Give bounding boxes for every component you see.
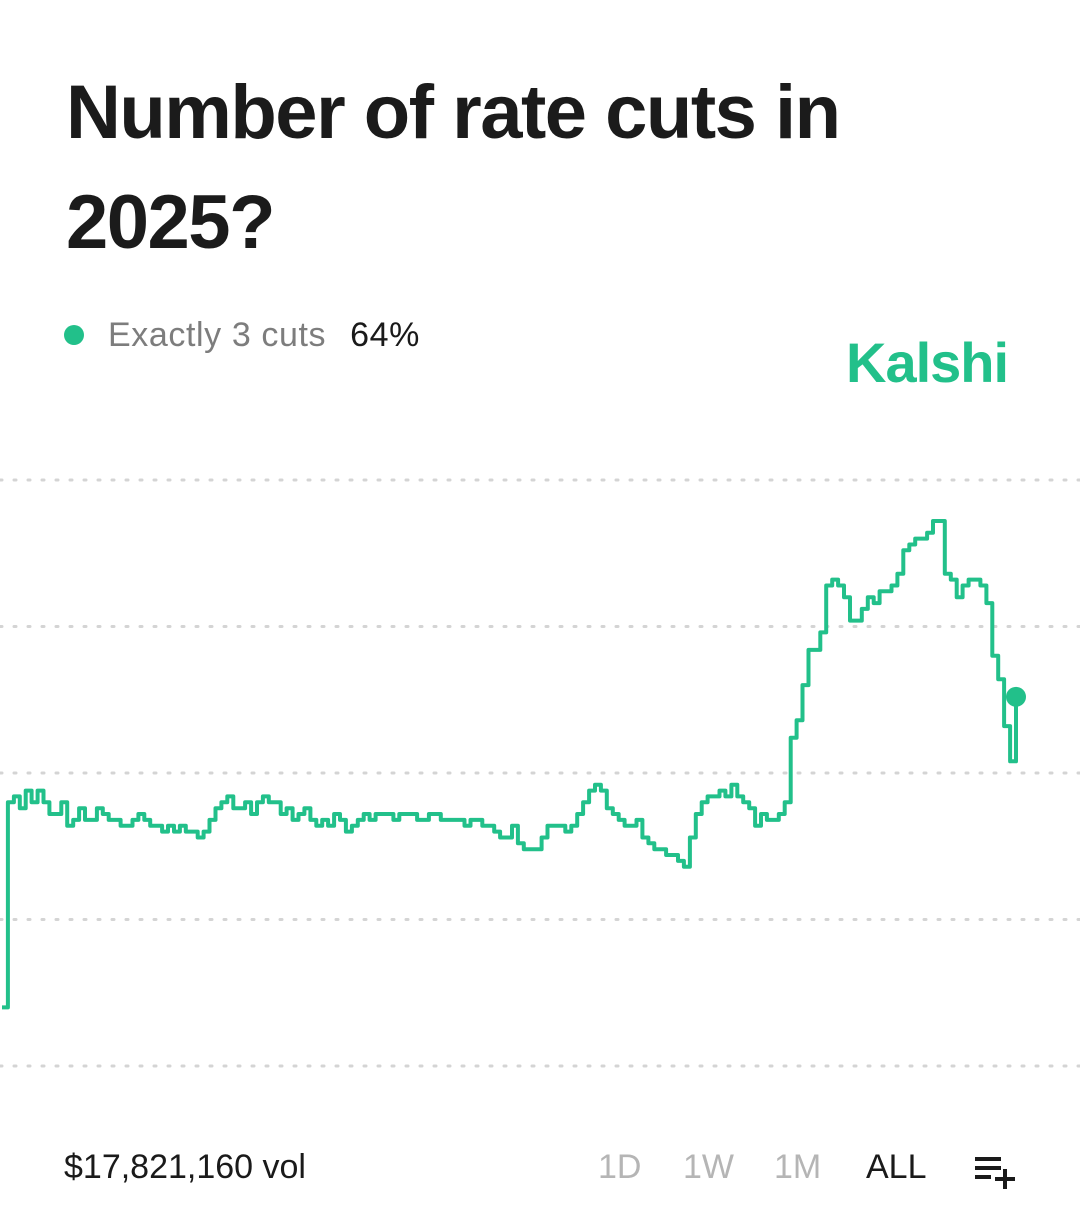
outcome-probability: 64%: [350, 315, 421, 354]
range-1d-button[interactable]: 1D: [598, 1148, 642, 1186]
list-add-icon[interactable]: [970, 1148, 1020, 1192]
market-title: Number of rate cuts in 2025?: [66, 70, 841, 265]
range-all-button[interactable]: ALL: [866, 1148, 927, 1186]
volume-text: $17,821,160 vol: [64, 1148, 306, 1186]
kalshi-logo: Kalshi: [846, 331, 1009, 394]
chart-gridlines: [0, 478, 1080, 1068]
outcome-label: Exactly 3 cuts: [108, 315, 327, 354]
chart-footer: $17,821,160 vol 1D 1W 1M ALL: [0, 1142, 1080, 1198]
chart-legend: Exactly 3 cuts 64%: [64, 312, 420, 358]
chart-series: [2, 519, 1026, 1010]
range-1m-button[interactable]: 1M: [774, 1148, 822, 1186]
series-line-exactly-3-cuts: [2, 519, 1018, 1010]
range-1w-button[interactable]: 1W: [683, 1148, 734, 1186]
series-dot-icon: [64, 325, 84, 345]
price-chart[interactable]: [0, 440, 1080, 1080]
series-endpoint-marker: [1006, 686, 1026, 707]
